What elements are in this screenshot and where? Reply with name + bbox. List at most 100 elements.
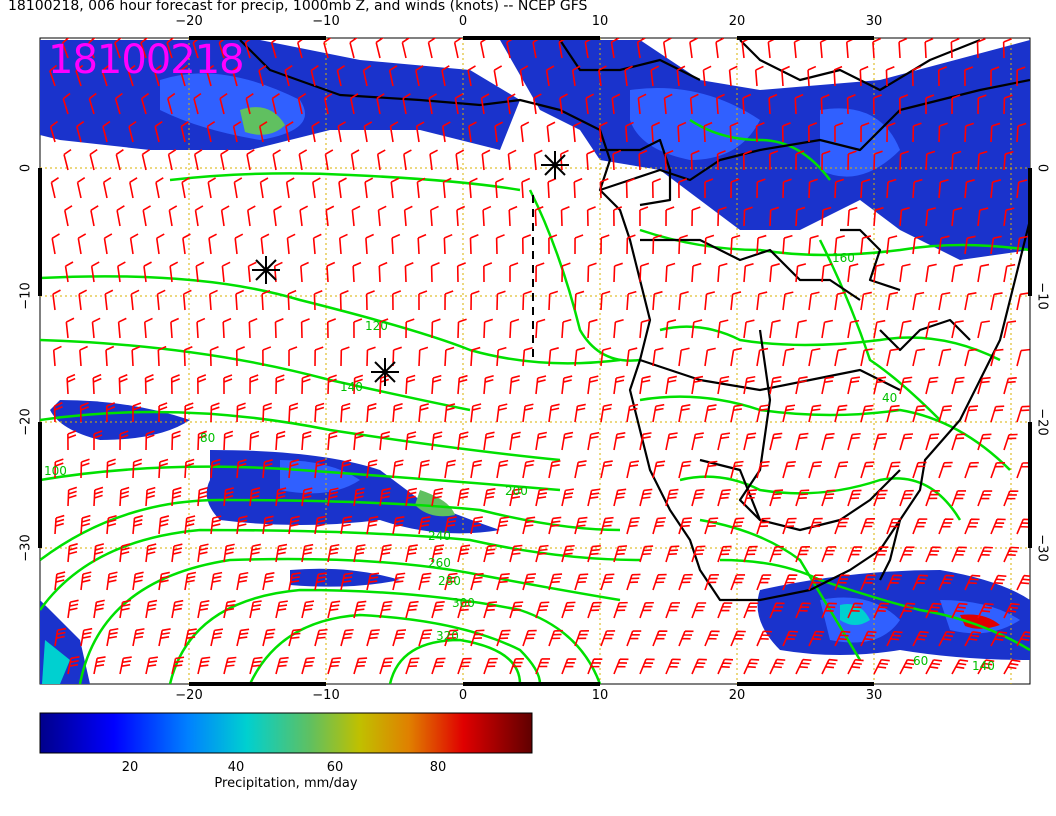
wind-barb [534,205,544,227]
wind-barb [1003,150,1014,171]
wind-barb [194,205,204,227]
wind-barb [167,149,177,171]
wind-barb [105,402,116,423]
lon-label-bottom: 0 [458,688,468,703]
wind-barb [600,403,613,423]
wind-barb [665,262,676,283]
wind-barb [561,375,573,395]
wind-barb [184,628,197,647]
wind-barb [206,121,216,143]
wind-barb [233,177,243,199]
wind-barb [470,346,481,367]
wind-barb [170,317,180,339]
wind-barb [154,120,163,143]
wind-barb [93,543,105,563]
wind-barb [561,601,576,619]
wind-barb [288,346,298,367]
wind-barb [833,65,843,87]
wind-barb [402,93,411,115]
wind-barb [703,121,713,143]
wind-barb [275,656,289,675]
wind-barb [454,93,464,115]
wind-barb [730,517,745,535]
wind-barb [716,150,726,171]
contour-label: 120 [365,319,388,333]
wind-barb [509,375,521,395]
wind-barb [977,320,990,339]
wind-barb [353,544,366,563]
wind-barb [207,177,217,199]
wind-barb [102,120,111,143]
wind-barb [717,602,733,619]
wind-barb [220,205,230,227]
wind-barb [951,207,963,227]
wind-barb [127,64,136,87]
wind-barb [506,93,516,115]
wind-barb [455,149,465,171]
wind-barb [379,487,391,507]
wind-barb [167,92,176,115]
wind-barb [483,544,497,563]
lat-label-right: −30 [1034,534,1050,562]
wind-barb [545,65,555,87]
wind-barb [598,65,607,87]
wind-barb [990,462,1005,479]
wind-barb [665,432,678,451]
wind-barb [704,291,716,311]
wind-barb [247,261,257,283]
wind-barb [1016,66,1026,87]
wind-barb [522,573,536,591]
wind-barb [951,150,962,171]
map-title: 18100218, 006 hour forecast for precip, … [8,0,588,14]
wind-barb [405,544,418,563]
wind-barb [924,38,934,59]
wind-barb [977,376,991,395]
wind-barb [561,544,575,563]
wind-barb [470,459,483,479]
wind-barb [314,628,328,647]
date-stamp: 18100218 [48,37,245,83]
wind-barb [520,121,530,143]
wind-barb [873,602,890,619]
wind-barb [119,430,129,451]
wind-barb [210,628,224,647]
wind-barb [795,602,811,619]
wind-barb [427,38,437,59]
wind-barb [860,574,876,591]
lat-label-left: 0 [18,163,34,173]
wind-barb [366,515,379,535]
wind-barb [769,489,784,507]
wind-barb [183,345,193,367]
wind-barb [522,459,535,479]
wind-barb [78,289,88,311]
wind-barb [275,487,287,507]
wind-barb [730,404,743,423]
wind-barb [457,657,472,675]
wind-barb [886,348,899,367]
wind-barb [179,64,188,87]
wind-barb [350,93,359,115]
wind-barb [717,375,730,395]
wind-barb [639,601,654,619]
wind-barb [548,573,563,591]
wind-barb [327,543,340,563]
wind-barb [405,600,419,619]
wind-barb [340,515,353,535]
wind-barb [285,177,295,199]
wind-barb [951,376,965,395]
wind-barb [613,262,623,283]
wind-barb [507,149,517,171]
wind-barb [769,263,780,283]
contour-label: 320 [436,629,459,643]
wind-barb [600,234,610,255]
wind-barb [456,205,466,227]
wind-barb [925,94,935,115]
wind-barb [77,233,87,255]
wind-barb [899,433,914,451]
lon-label-top: 20 [728,14,746,29]
wind-barb [847,658,864,675]
wind-barb [951,602,968,619]
wind-barb [912,461,927,479]
wind-barb [92,373,102,395]
wind-barb [990,348,1004,367]
